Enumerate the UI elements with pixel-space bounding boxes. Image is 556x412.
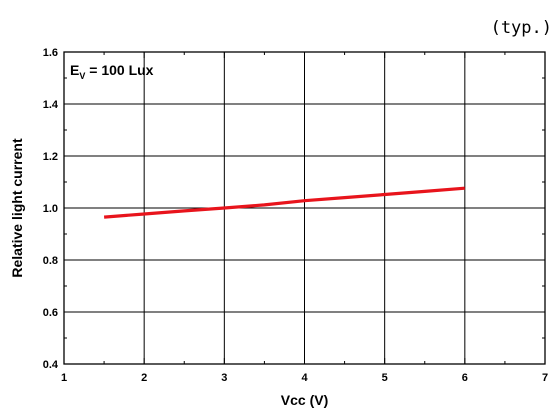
condition-subscript: V bbox=[79, 71, 85, 81]
y-tick-label: 0.8 bbox=[43, 255, 58, 267]
y-tick-label: 1.6 bbox=[43, 47, 58, 59]
condition-symbol: E bbox=[70, 62, 79, 78]
x-tick-label: 6 bbox=[462, 372, 468, 384]
x-tick-label: 5 bbox=[382, 372, 388, 384]
x-tick-label: 7 bbox=[542, 372, 548, 384]
x-tick-labels: 1 2 3 4 5 6 7 bbox=[61, 372, 548, 384]
condition-label: EV = 100 Lux bbox=[70, 62, 154, 81]
y-tick-label: 1.4 bbox=[43, 99, 59, 111]
x-tick-label: 3 bbox=[221, 372, 227, 384]
y-tick-label: 1.0 bbox=[43, 203, 58, 215]
y-tick-label: 0.6 bbox=[43, 307, 58, 319]
y-tick-label: 0.4 bbox=[43, 359, 59, 371]
x-tick-label: 4 bbox=[301, 372, 308, 384]
series-layer bbox=[103, 186, 465, 219]
x-axis-title: Vcc (V) bbox=[281, 392, 328, 408]
tick-marks bbox=[63, 51, 546, 365]
x-tick-label: 2 bbox=[141, 372, 147, 384]
x-tick-label: 1 bbox=[61, 372, 67, 384]
y-tick-label: 1.2 bbox=[43, 151, 58, 163]
series-line bbox=[103, 186, 465, 219]
condition-value: = 100 Lux bbox=[85, 62, 153, 78]
typical-note: (typ.) bbox=[491, 18, 552, 38]
y-tick-labels: 0.4 0.6 0.8 1.0 1.2 1.4 1.6 bbox=[43, 47, 59, 371]
grid bbox=[64, 52, 545, 364]
y-axis-title: Relative light current bbox=[9, 138, 25, 278]
